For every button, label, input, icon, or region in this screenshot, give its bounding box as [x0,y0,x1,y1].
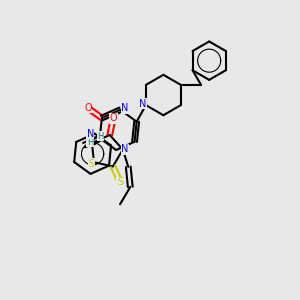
Text: N: N [121,103,128,113]
Text: S: S [88,159,95,169]
Text: H: H [87,138,93,147]
Text: H: H [97,132,103,141]
Text: N: N [139,99,147,109]
Text: O: O [110,113,117,123]
Text: S: S [117,177,123,187]
Text: O: O [84,103,92,113]
Text: N: N [87,129,94,139]
Text: N: N [122,145,129,154]
